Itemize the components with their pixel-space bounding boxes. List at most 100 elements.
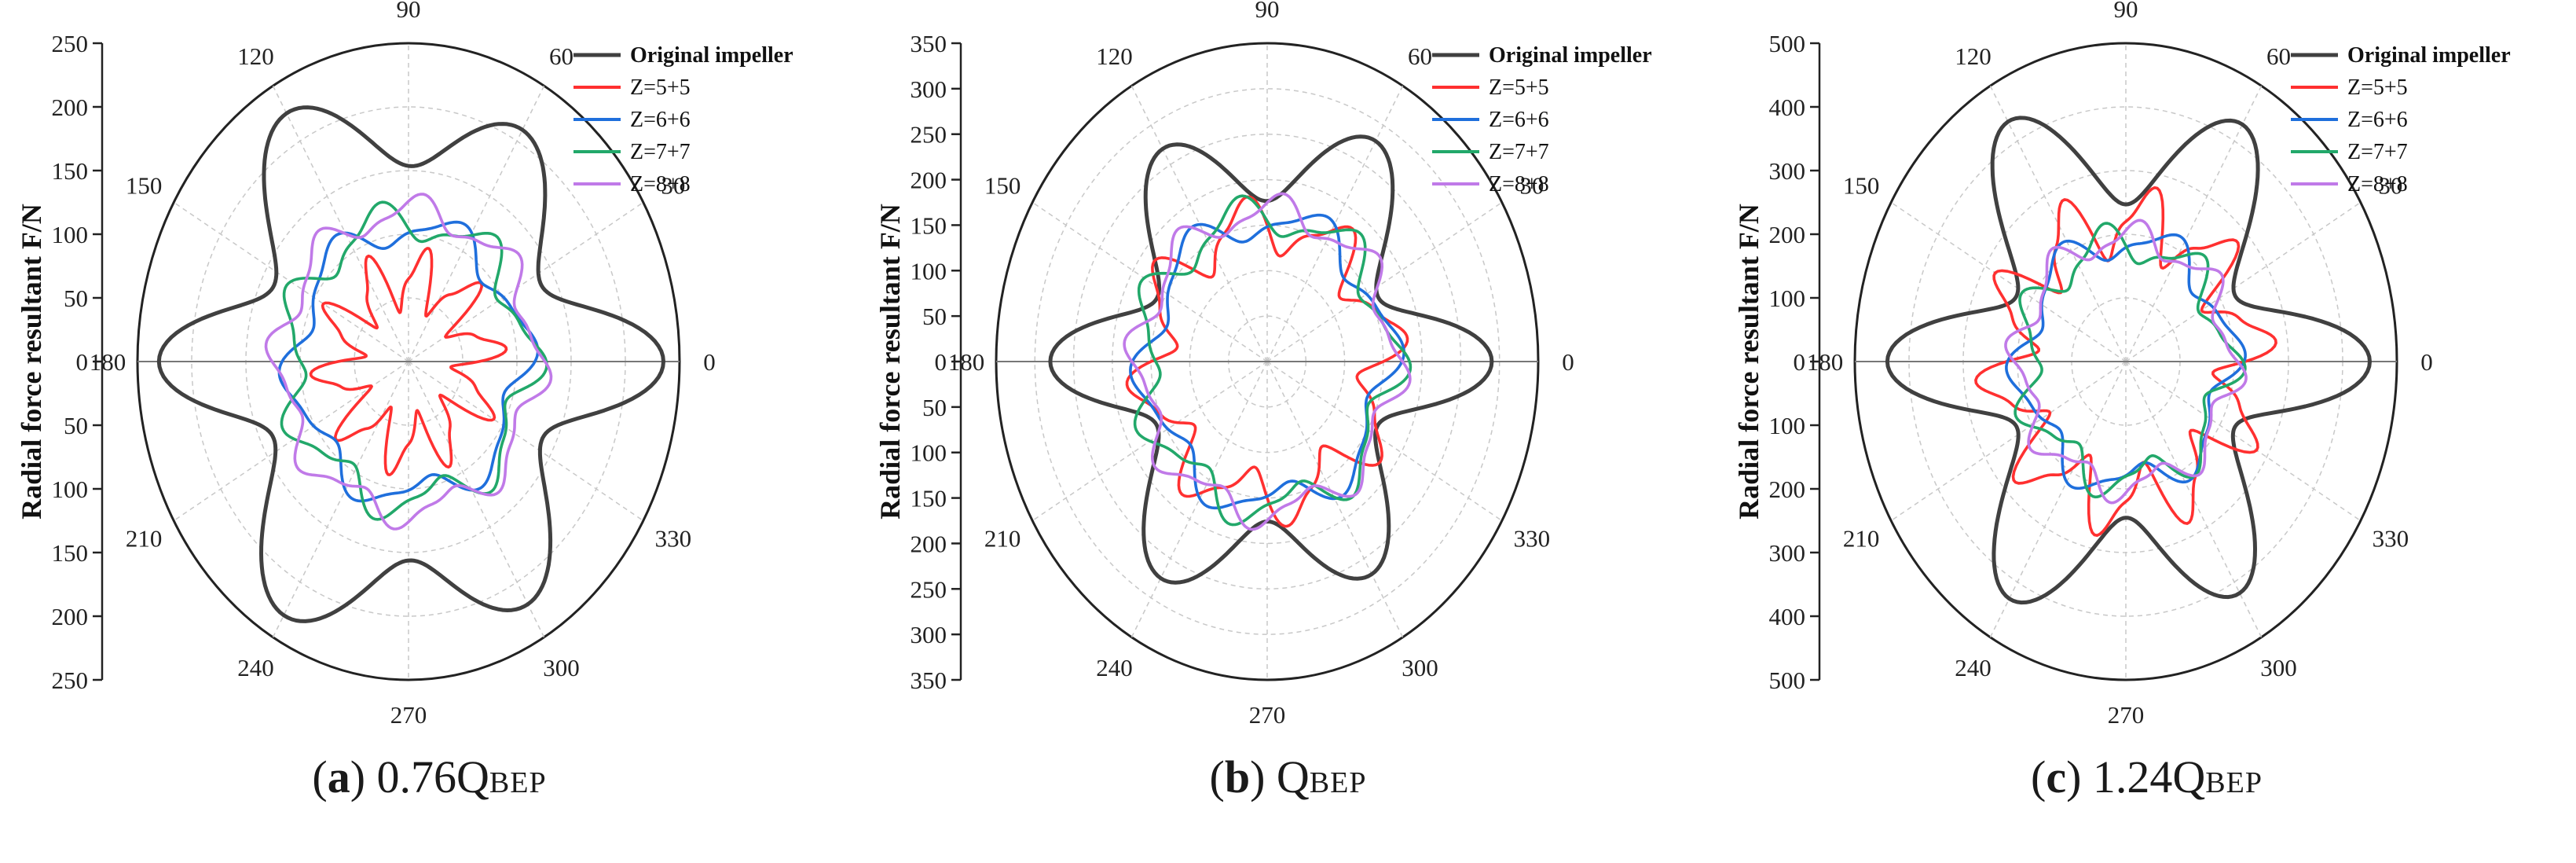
caption-label: b (1224, 751, 1251, 802)
radial-tick-label: 300 (1769, 539, 1806, 567)
radial-tick-label: 250 (52, 667, 89, 694)
caption-subscript: BEP (489, 766, 547, 799)
chart-panel-a: 0 50 50 100 100 150 150 200 200 250 250 Radial forc… (0, 0, 859, 863)
angle-tick-label: 60 (549, 42, 573, 70)
caption-a: (a) 0.76QBEP (312, 751, 547, 802)
grid-spoke (1890, 361, 2127, 522)
radial-tick-label: 400 (1769, 94, 1806, 121)
grid-spoke (2125, 201, 2362, 362)
radial-tick-label: 100 (1769, 285, 1806, 312)
radial-tick-label: 300 (911, 621, 947, 648)
angle-tick-label: 330 (655, 525, 692, 553)
radial-tick-label: 350 (911, 667, 947, 694)
legend: Original impeller Z=5+5 Z=6+6 Z=7+7 Z=8+8 (573, 43, 793, 196)
angle-tick-label: 90 (397, 0, 421, 23)
radial-tick-label: 200 (52, 94, 89, 121)
radial-tick-label: 150 (911, 485, 947, 512)
grid-spoke (1266, 361, 1503, 522)
series-line-z-5-5 (309, 247, 508, 476)
radial-tick-label: 250 (52, 30, 89, 57)
grid-spoke (1890, 201, 2127, 362)
angle-tick-label: 0 (1562, 348, 1574, 376)
legend-label: Z=5+5 (630, 75, 691, 100)
legend-label: Z=7+7 (2347, 140, 2408, 164)
radial-tick-label: 100 (1769, 412, 1806, 439)
radial-tick-label: 50 (922, 303, 947, 330)
angle-tick-label: 60 (1408, 42, 1432, 70)
grid-spoke (1266, 201, 1503, 362)
angle-tick-label: 240 (1096, 654, 1133, 681)
angle-tick-label: 330 (1514, 525, 1551, 553)
radial-tick-label: 500 (1769, 667, 1806, 694)
radial-tick-label: 150 (52, 157, 89, 185)
legend: Original impeller Z=5+5 Z=6+6 Z=7+7 Z=8+8 (2291, 43, 2511, 196)
polar-chart-a: 0 50 50 100 100 150 150 200 200 250 250 Radial forc… (16, 0, 793, 729)
radial-tick-label: 200 (1769, 221, 1806, 248)
angle-tick-label: 270 (1249, 701, 1286, 729)
angle-tick-label: 270 (2108, 701, 2145, 729)
series-line-z-6-6 (2005, 233, 2247, 490)
angle-tick-label: 60 (2266, 42, 2291, 70)
angle-tick-label: 300 (1402, 654, 1438, 681)
caption-b: (b) QBEP (1209, 751, 1367, 802)
angle-tick-label: 120 (1955, 42, 1992, 70)
series-line-z-7-7 (1133, 194, 1413, 527)
chart-panel-c: 0 100 100 200 200 300 300 400 400 500 500 Radial fo… (1717, 0, 2576, 863)
angle-tick-label: 30 (2378, 172, 2402, 200)
angle-tick-label: 120 (237, 42, 274, 70)
radial-tick-label: 0 (1794, 348, 1806, 376)
caption-c: (c) 1.24QBEP (2031, 751, 2263, 802)
caption-flow: 0.76Q (376, 751, 489, 802)
angle-tick-label: 0 (703, 348, 716, 376)
angle-tick-label: 210 (1843, 525, 1880, 553)
legend-label: Z=5+5 (2347, 75, 2408, 100)
legend-label: Z=5+5 (1489, 75, 1549, 100)
radial-tick-label: 100 (911, 439, 947, 467)
radial-tick-label: 100 (911, 257, 947, 285)
legend-label: Z=8+8 (630, 172, 691, 196)
legend-label: Z=8+8 (2347, 172, 2408, 196)
series-line-z-8-8 (1123, 192, 1412, 531)
grid-spoke (1031, 201, 1268, 362)
polar-chart-b: 0505010010015015020020025025030030035035… (874, 0, 1652, 729)
angle-tick-label: 270 (390, 701, 427, 729)
caption-label: c (2046, 751, 2067, 802)
legend-label: Original impeller (2347, 43, 2511, 68)
radial-axis-title: Radial force resultant F/N (874, 204, 906, 520)
radial-tick-label: 300 (911, 75, 947, 103)
chart-panel-b: 0 50 50 100 100 150 150 200 200 250 250 300 300 350 35… (859, 0, 1717, 863)
radial-tick-label: 300 (1769, 157, 1806, 185)
grid-spoke (408, 361, 644, 522)
radial-axis-title: Radial force resultant F/N (16, 204, 47, 520)
radial-tick-label: 0 (76, 348, 89, 376)
radial-tick-label: 0 (935, 348, 947, 376)
caption-flow: Q (1276, 751, 1310, 802)
angle-tick-label: 210 (126, 525, 163, 553)
legend-label: Z=6+6 (630, 108, 691, 132)
series-line-original-impeller (156, 105, 665, 623)
angle-tick-label: 150 (1843, 172, 1880, 200)
angle-tick-label: 90 (1255, 0, 1280, 23)
grid-spoke (2125, 361, 2362, 522)
radial-tick-label: 200 (1769, 476, 1806, 503)
angle-tick-label: 150 (984, 172, 1021, 200)
legend: Original impeller Z=5+5 Z=6+6 Z=7+7 Z=8+8 (1432, 43, 1652, 196)
caption-subscript: BEP (1309, 766, 1367, 799)
legend-label: Z=7+7 (630, 140, 691, 164)
radial-tick-label: 150 (52, 539, 89, 567)
radial-tick-label: 200 (911, 167, 947, 194)
caption-flow: 1.24Q (2092, 751, 2206, 802)
radial-tick-label: 150 (911, 211, 947, 239)
angle-tick-label: 150 (126, 172, 163, 200)
series-line-original-impeller (1048, 134, 1494, 585)
angle-tick-label: 210 (984, 525, 1021, 553)
radial-tick-label: 350 (911, 30, 947, 57)
angle-tick-label: 240 (237, 654, 274, 681)
angle-tick-label: 0 (2420, 348, 2433, 376)
angle-tick-label: 30 (661, 172, 685, 200)
angle-tick-label: 300 (543, 654, 580, 681)
series-line-z-8-8 (2004, 219, 2248, 505)
radial-tick-label: 200 (52, 603, 89, 630)
angle-tick-label: 180 (948, 348, 985, 376)
series-line-original-impeller (1885, 116, 2372, 605)
